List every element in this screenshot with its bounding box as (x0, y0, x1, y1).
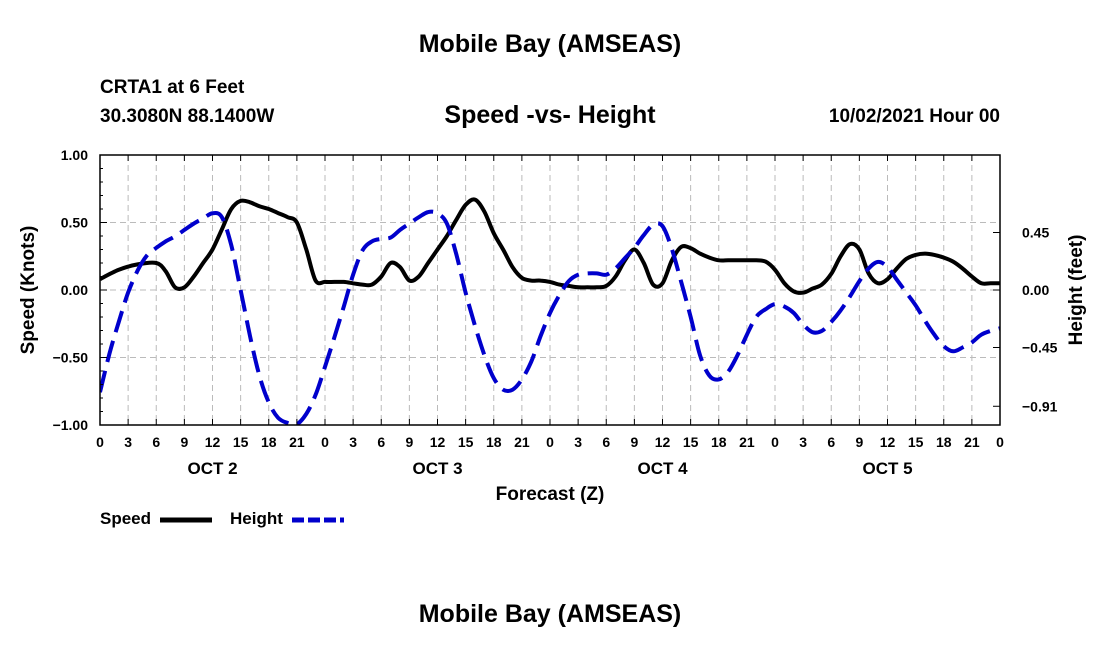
x-tick-label: 18 (486, 434, 502, 450)
y-right-tick-label: −0.45 (1022, 339, 1058, 355)
y-right-tick-label: −0.91 (1022, 398, 1058, 414)
x-tick-label: 21 (739, 434, 755, 450)
x-tick-label: 12 (205, 434, 221, 450)
page-title: Mobile Bay (AMSEAS) (418, 30, 682, 58)
x-tick-label: 15 (233, 434, 249, 450)
y-right-tick-label: 0.00 (1022, 282, 1049, 298)
x-tick-label: 0 (996, 434, 1004, 450)
x-tick-label: 18 (261, 434, 277, 450)
x-tick-label: 15 (458, 434, 474, 450)
y-left-tick-label: 1.00 (61, 147, 88, 163)
x-tick-label: 6 (827, 434, 835, 450)
x-tick-label: 18 (936, 434, 952, 450)
x-tick-label: 9 (405, 434, 413, 450)
grid-lines (100, 155, 1000, 425)
series-lines (100, 197, 1000, 425)
x-tick-label: 0 (96, 434, 104, 450)
x-tick-label: 0 (321, 434, 329, 450)
x-tick-label: 0 (546, 434, 554, 450)
x-tick-label: 3 (799, 434, 807, 450)
day-label: OCT 4 (637, 459, 688, 478)
series-line-height (100, 209, 1000, 425)
x-tick-label: 12 (430, 434, 446, 450)
y-axis-right-label: Height (feet) (1066, 235, 1087, 346)
y-left-tick-label: 0.00 (61, 282, 88, 298)
x-tick-label: 21 (289, 434, 305, 450)
x-tick-label: 21 (964, 434, 980, 450)
x-tick-label: 3 (124, 434, 132, 450)
x-tick-label: 6 (152, 434, 160, 450)
x-tick-label: 3 (349, 434, 357, 450)
x-tick-label: 9 (180, 434, 188, 450)
x-tick-label: 0 (771, 434, 779, 450)
x-tick-label: 12 (880, 434, 896, 450)
x-tick-label: 15 (683, 434, 699, 450)
day-label: OCT 2 (187, 459, 237, 478)
y-right-tick-label: 0.45 (1022, 225, 1049, 241)
x-tick-label: 12 (655, 434, 671, 450)
x-tick-label: 18 (711, 434, 727, 450)
x-tick-label: 15 (908, 434, 924, 450)
x-tick-label: 3 (574, 434, 582, 450)
axes: 0 3 6 9 12 15 18 21 0 3 6 9 12 15 18 21 0 3 6 9 12 15 18 21 0 3 6 9… (53, 147, 1058, 478)
x-tick-label: 9 (630, 434, 638, 450)
day-label: OCT 5 (862, 459, 912, 478)
x-tick-label: 9 (855, 434, 863, 450)
x-tick-label: 6 (377, 434, 385, 450)
forecast-datetime: 10/02/2021 Hour 00 (828, 106, 1000, 127)
station-coordinates: 30.3080N 88.1400W (100, 106, 275, 127)
y-left-tick-label: 0.50 (61, 215, 88, 231)
station-label: CRTA1 at 6 Feet (100, 77, 245, 98)
chart-title: Speed -vs- Height (444, 101, 656, 129)
y-left-tick-label: −1.00 (53, 417, 89, 433)
y-axis-left-label: Speed (Knots) (18, 226, 39, 355)
day-label: OCT 3 (412, 459, 462, 478)
footer-title: Mobile Bay (AMSEAS) (418, 600, 682, 628)
legend-height-label: Height (230, 509, 283, 528)
legend-speed-label: Speed (100, 509, 152, 528)
x-tick-label: 6 (602, 434, 610, 450)
y-left-tick-label: −0.50 (53, 350, 89, 366)
x-tick-label: 21 (514, 434, 530, 450)
x-axis-label: Forecast (Z) (496, 484, 605, 505)
